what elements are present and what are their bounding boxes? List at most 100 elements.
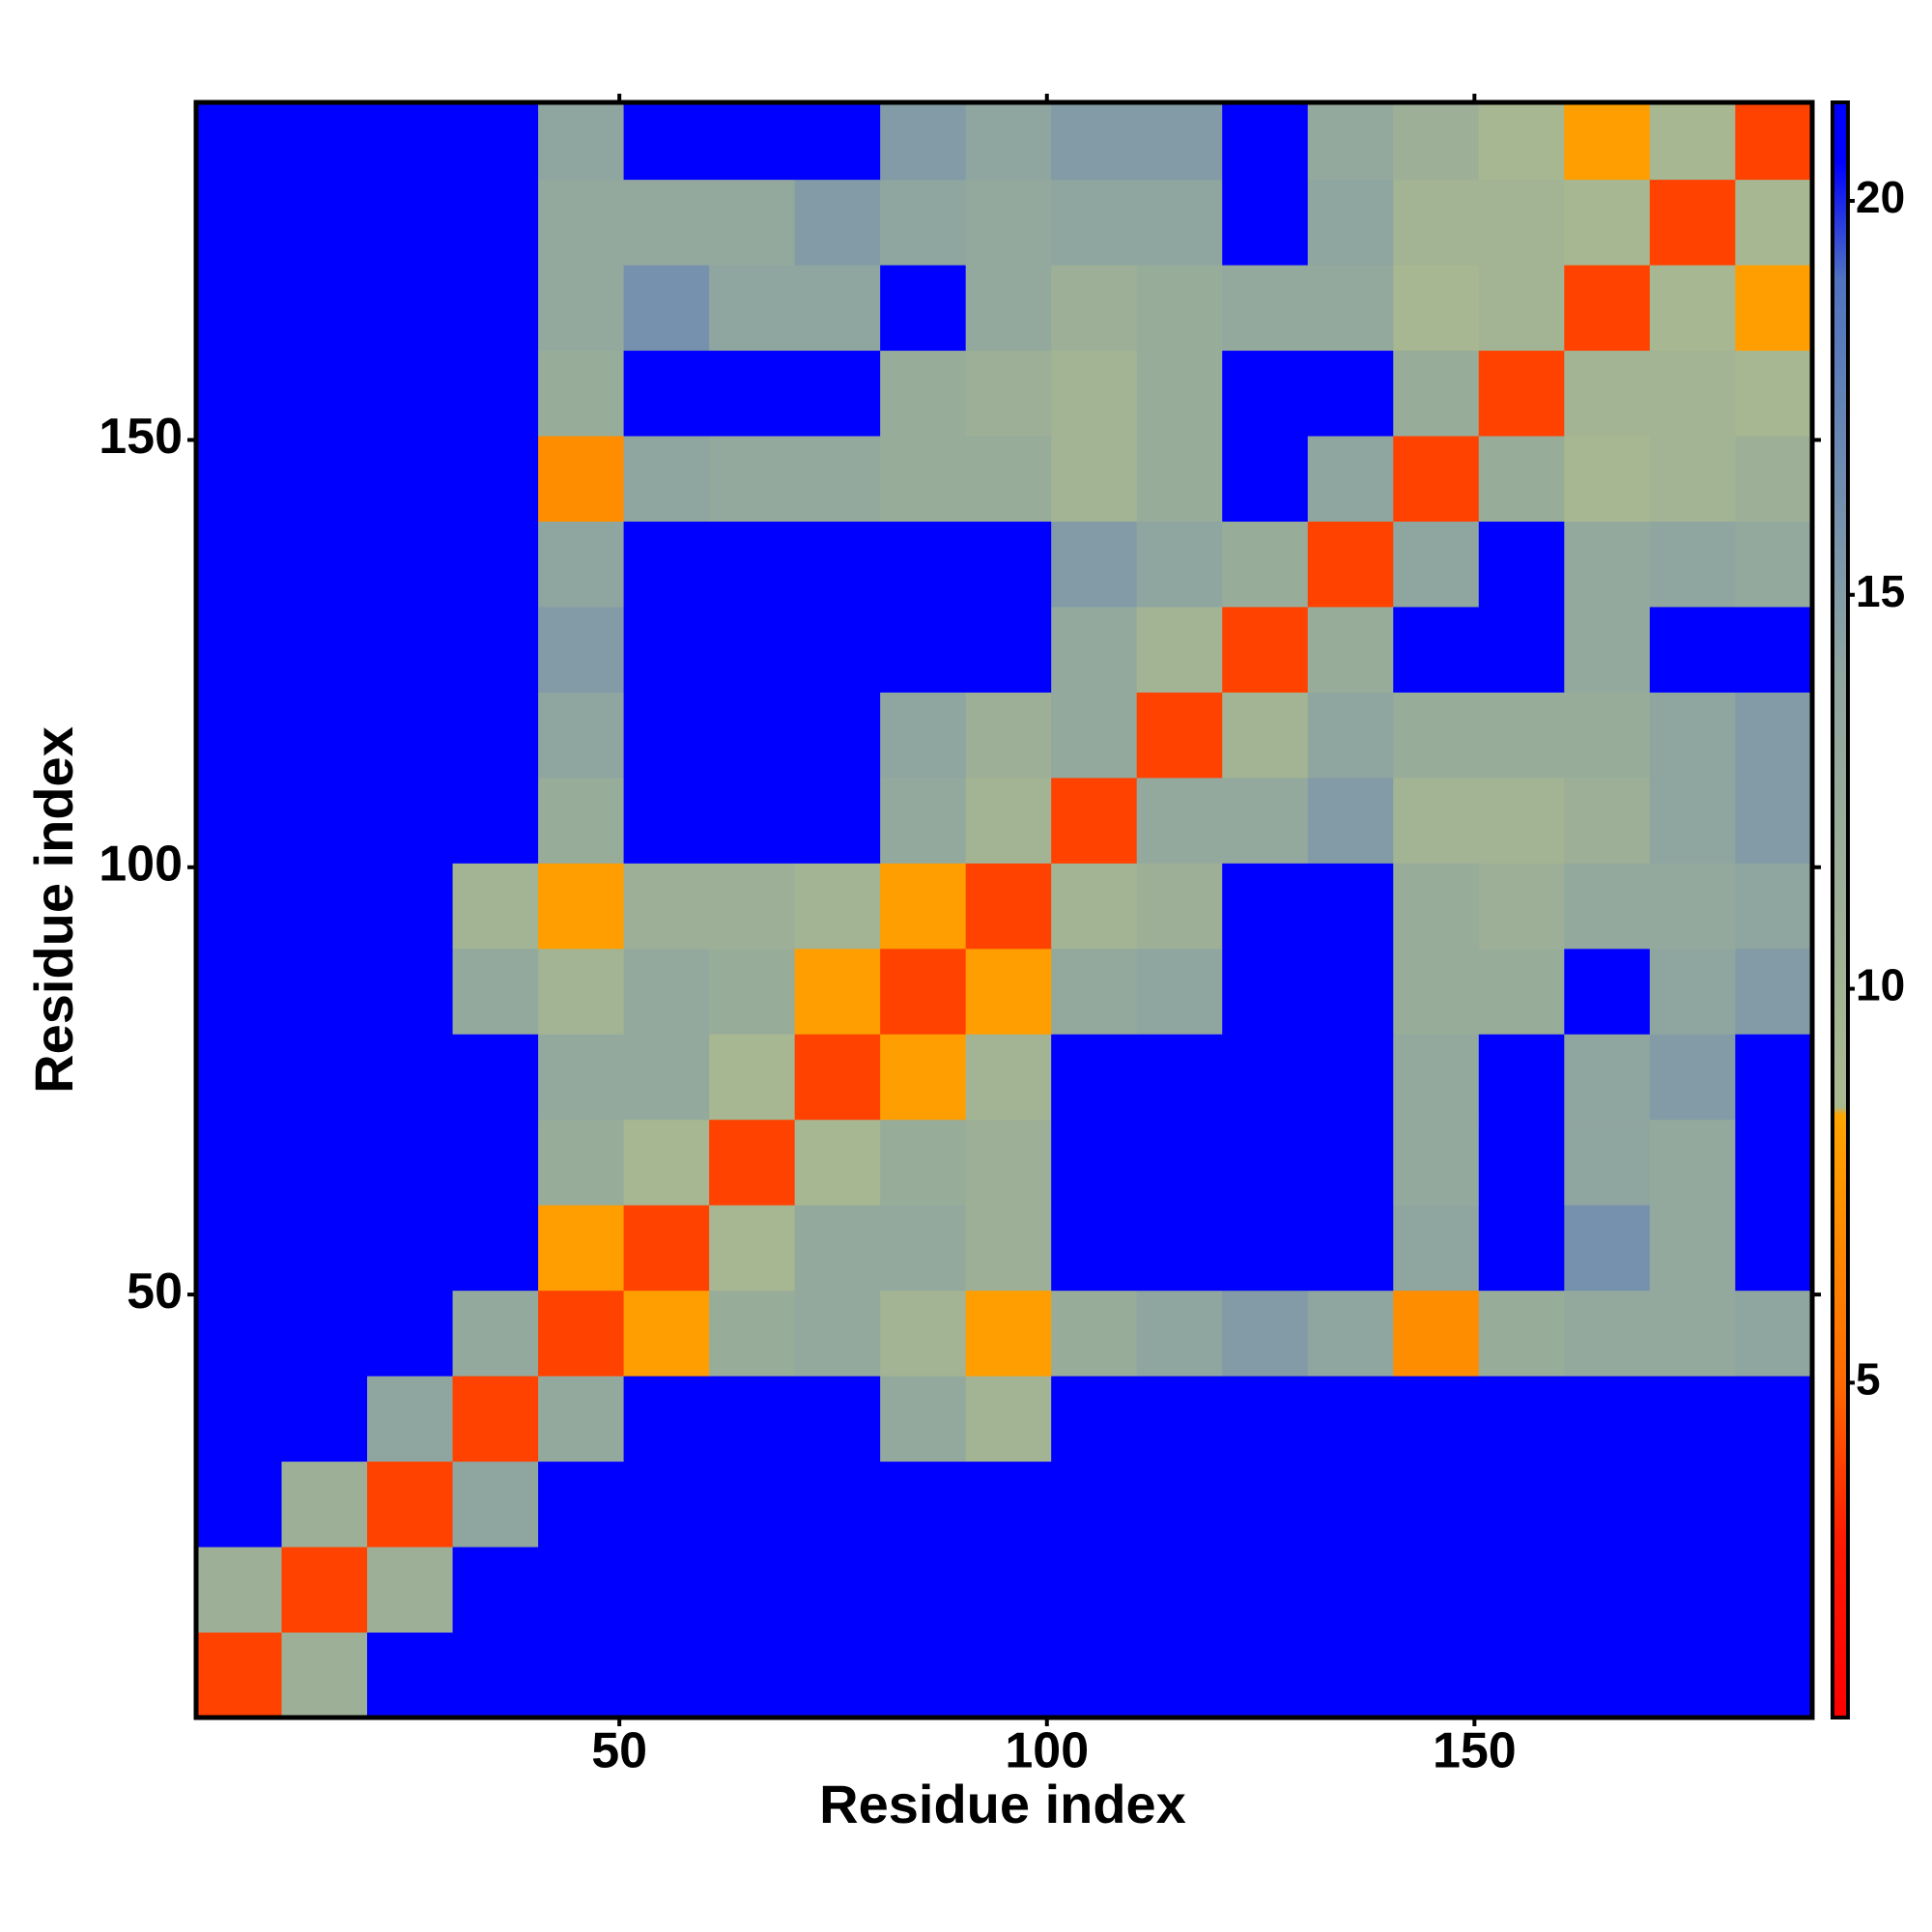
heatmap-cell — [1051, 521, 1138, 608]
heatmap-cell — [623, 1547, 710, 1634]
heatmap-cell — [1136, 350, 1223, 437]
heatmap-cell — [1051, 777, 1138, 864]
heatmap-cell — [623, 350, 710, 437]
heatmap-cell — [281, 1632, 368, 1719]
colorbar-tick-label: 20 — [1856, 172, 1905, 222]
heatmap-cell — [965, 1547, 1052, 1634]
heatmap-cell — [538, 436, 625, 522]
heatmap-cell — [196, 1632, 283, 1719]
heatmap-cell — [538, 1461, 625, 1548]
heatmap-cell — [1478, 265, 1565, 352]
heatmap-cell — [1393, 692, 1480, 779]
heatmap-cell — [1735, 179, 1813, 266]
heatmap-cell — [196, 436, 283, 522]
heatmap-cell — [1735, 1290, 1813, 1377]
heatmap-cell — [1393, 863, 1480, 950]
heatmap-cell — [623, 777, 710, 864]
heatmap-cell — [880, 1632, 967, 1719]
heatmap-cell — [1222, 102, 1309, 181]
heatmap-cell — [623, 521, 710, 608]
heatmap-cell — [281, 1034, 368, 1121]
heatmap-cell — [452, 179, 539, 266]
heatmap-cell — [794, 863, 881, 950]
heatmap-cell — [1735, 948, 1813, 1035]
heatmap-cell — [1564, 1290, 1651, 1377]
heatmap-cell — [1564, 521, 1651, 608]
heatmap-cell — [1222, 863, 1309, 950]
heatmap-cell — [196, 179, 283, 266]
heatmap-cell — [1649, 948, 1736, 1035]
heatmap-cell — [452, 948, 539, 1035]
heatmap-cell — [1564, 1205, 1651, 1292]
heatmap-cells — [196, 102, 1813, 1719]
heatmap-cell — [452, 102, 539, 181]
heatmap-cell — [452, 1632, 539, 1719]
heatmap-cell — [623, 948, 710, 1035]
heatmap-cell — [1478, 777, 1565, 864]
heatmap-cell — [880, 948, 967, 1035]
heatmap-cell — [880, 863, 967, 950]
heatmap-cell — [367, 1290, 454, 1377]
heatmap-cell — [794, 350, 881, 437]
heatmap-cell — [1564, 1461, 1651, 1548]
heatmap-cell — [1136, 1119, 1223, 1206]
heatmap-cell — [623, 692, 710, 779]
heatmap-cell — [538, 179, 625, 266]
heatmap-cell — [1649, 777, 1736, 864]
heatmap-cell — [1222, 1034, 1309, 1121]
heatmap-cell — [1478, 1119, 1565, 1206]
heatmap-cell — [623, 436, 710, 522]
heatmap-cell — [1564, 350, 1651, 437]
heatmap-cell — [965, 179, 1052, 266]
heatmap-cell — [1735, 265, 1813, 352]
heatmap-cell — [1393, 1290, 1480, 1377]
heatmap-cell — [1307, 948, 1394, 1035]
heatmap-cell — [196, 1461, 283, 1548]
heatmap-cell — [1222, 692, 1309, 779]
heatmap-cell — [367, 1632, 454, 1719]
heatmap-cell — [367, 948, 454, 1035]
heatmap-cell — [794, 777, 881, 864]
heatmap-cell — [1478, 436, 1565, 522]
heatmap-cell — [1735, 436, 1813, 522]
y-axis-label: Residue index — [23, 726, 84, 1094]
heatmap-cell — [1393, 1547, 1480, 1634]
heatmap-cell — [709, 1376, 796, 1463]
heatmap-cell — [196, 1205, 283, 1292]
heatmap-cell — [1564, 1376, 1651, 1463]
heatmap-cell — [880, 1376, 967, 1463]
heatmap-cell — [1735, 521, 1813, 608]
heatmap-cell — [1307, 1034, 1394, 1121]
heatmap-cell — [1393, 1461, 1480, 1548]
heatmap-cell — [1564, 265, 1651, 352]
heatmap-cell — [1649, 179, 1736, 266]
heatmap-cell — [1051, 948, 1138, 1035]
heatmap-cell — [1222, 1376, 1309, 1463]
heatmap-cell — [880, 1290, 967, 1377]
heatmap-cell — [281, 179, 368, 266]
heatmap-cell — [623, 1461, 710, 1548]
heatmap-cell — [880, 350, 967, 437]
heatmap-cell — [1564, 1547, 1651, 1634]
heatmap-cell — [623, 863, 710, 950]
heatmap-cell — [367, 1376, 454, 1463]
heatmap-cell — [1051, 179, 1138, 266]
heatmap-cell — [965, 777, 1052, 864]
heatmap-cell — [196, 265, 283, 352]
heatmap-cell — [452, 265, 539, 352]
heatmap-cell — [794, 1632, 881, 1719]
heatmap-cell — [281, 777, 368, 864]
heatmap-cell — [794, 948, 881, 1035]
heatmap-cell — [1136, 1632, 1223, 1719]
heatmap-cell — [1136, 1034, 1223, 1121]
heatmap-cell — [1564, 863, 1651, 950]
heatmap-cell — [538, 692, 625, 779]
heatmap-cell — [452, 1461, 539, 1548]
heatmap-cell — [196, 1119, 283, 1206]
heatmap-cell — [1222, 1205, 1309, 1292]
x-tick-label: 50 — [591, 1723, 647, 1779]
heatmap-cell — [1222, 1461, 1309, 1548]
heatmap-cell — [1393, 1119, 1480, 1206]
heatmap-cell — [965, 1205, 1052, 1292]
